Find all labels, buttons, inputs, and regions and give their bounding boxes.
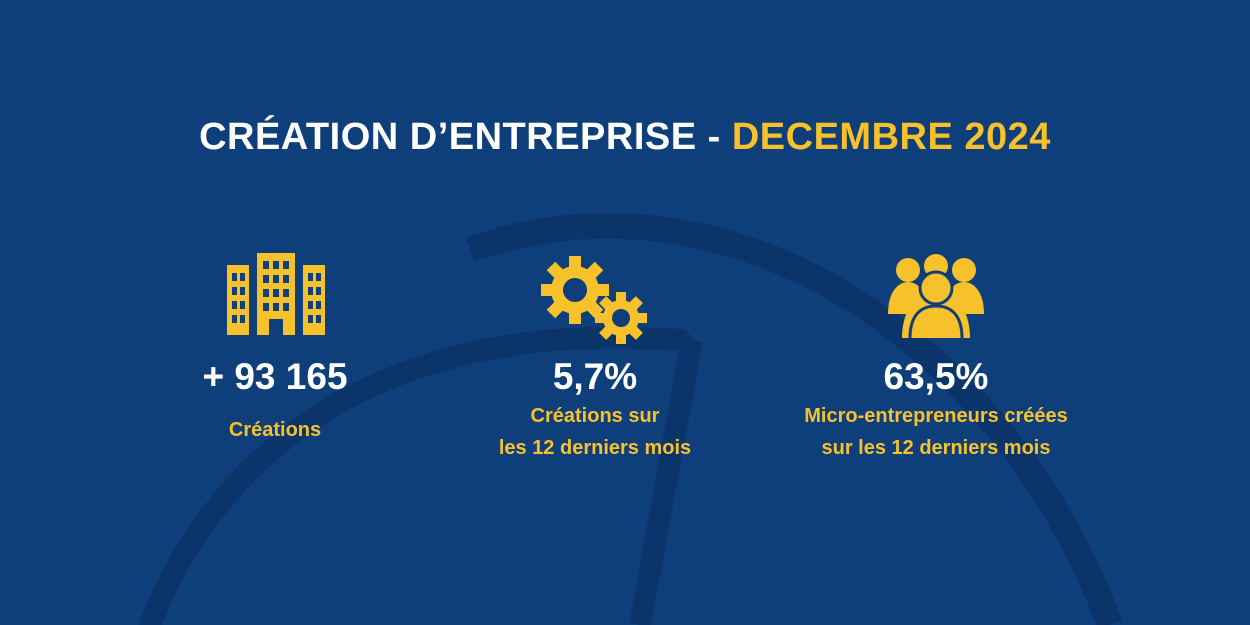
stat-label: Créations <box>95 414 455 446</box>
page-title: CRÉATION D’ENTREPRISE - DECEMBRE 2024 <box>0 116 1250 159</box>
stat-label: Créations sur les 12 derniers mois <box>415 400 775 464</box>
stat-label-line: les 12 derniers mois <box>498 437 692 459</box>
stat-value: 63,5% <box>883 356 989 397</box>
building-icon <box>227 253 325 335</box>
stat-label: Micro-entrepreneurs créées sur les 12 de… <box>756 400 1116 464</box>
title-highlight: DECEMBRE 2024 <box>731 116 1051 158</box>
stat-value: + 93 165 <box>202 356 348 397</box>
stat-label-line: Micro-entrepreneurs créées <box>804 405 1068 427</box>
stat-label-line: Créations <box>228 419 322 441</box>
people-group-icon <box>888 254 984 338</box>
stat-value: 5,7% <box>552 356 638 397</box>
stat-label-line: Créations sur <box>530 405 660 427</box>
gears-icon <box>541 256 647 344</box>
title-main: CRÉATION D’ENTREPRISE - <box>199 116 732 158</box>
stat-label-line: sur les 12 derniers mois <box>821 437 1051 459</box>
